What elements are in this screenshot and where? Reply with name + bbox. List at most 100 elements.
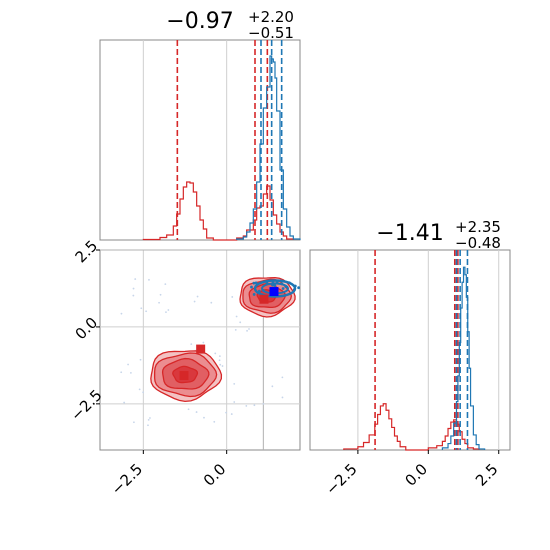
hist-series-1 (441, 266, 486, 450)
blue-sample-point (297, 286, 300, 290)
scatter-point (120, 371, 123, 374)
scatter-point (246, 329, 248, 332)
scatter-point (190, 343, 193, 346)
scatter-point (147, 418, 150, 421)
scatter-point (187, 408, 190, 411)
scatter-point (193, 300, 196, 303)
scatter-point (195, 411, 198, 413)
scatter-point (165, 311, 167, 314)
y-tick-label: 2.5 (72, 237, 102, 267)
scatter-point (149, 417, 151, 419)
y-tick-label: 0.0 (72, 314, 102, 344)
scatter-point (167, 309, 170, 311)
blue-sample-point (252, 281, 256, 285)
marginal-y-title: −1.41 (376, 221, 443, 246)
blue-sample-point (275, 280, 279, 284)
x-tick-label: 2.5 (472, 460, 502, 490)
marginal-y-frame (309, 249, 511, 451)
scatter-point (219, 363, 222, 366)
joint-grid (100, 249, 300, 450)
scatter-point (147, 424, 149, 427)
scatter-point (120, 312, 123, 315)
scatter-point (132, 294, 135, 297)
scatter-point (142, 391, 145, 394)
x-tick-label: −2.5 (108, 460, 146, 498)
scatter-point (164, 283, 167, 286)
scatter-point (138, 388, 141, 391)
scatter-point (221, 365, 224, 367)
marker-square-0 (179, 371, 189, 381)
marginal-x-title-upper: +2.20 (248, 8, 294, 26)
blue-sample-point (284, 285, 288, 288)
blue-sample-point (257, 289, 261, 293)
scatter-point (239, 321, 242, 324)
blue-sample-point (254, 281, 258, 285)
marginal-y-ticks: −2.5 0.0 2.5 (322, 450, 502, 499)
scatter-point (139, 358, 142, 361)
scatter-point (127, 363, 130, 366)
blue-sample-point (252, 293, 256, 296)
scatter-point (202, 341, 205, 344)
scatter-point (134, 278, 137, 280)
scatter-point (248, 328, 250, 330)
scatter-point (213, 420, 216, 423)
blue-sample-point (250, 285, 253, 289)
scatter-point (133, 421, 135, 424)
marginal-x-grid (142, 40, 228, 240)
blue-sample-point (281, 287, 285, 290)
scatter-point (129, 371, 132, 374)
marginal-y-title-upper: +2.35 (455, 218, 501, 236)
joint-marks (120, 277, 300, 427)
scatter-point (214, 352, 217, 355)
marginal-y-title-value: −1.41 (376, 221, 443, 246)
hist-series-1 (236, 55, 301, 240)
x-tick-label: 0.0 (200, 460, 230, 490)
marginal-y-panel: −2.5 0.0 2.5 −1.41 +2.35 −0.48 (309, 218, 511, 499)
scatter-point (158, 301, 160, 304)
scatter-point (230, 413, 233, 415)
scatter-point (245, 405, 248, 407)
scatter-point (123, 401, 126, 404)
marker-square-3 (269, 287, 279, 297)
scatter-point (196, 295, 199, 298)
blue-sample-point (280, 282, 284, 286)
blue-sample-point (265, 281, 269, 284)
joint-panel: −2.5 0.02.50.0−2.5 (67, 237, 301, 499)
blue-sample-point (273, 284, 277, 288)
marginal-x-marks (142, 40, 301, 241)
scatter-point (148, 278, 150, 281)
scatter-point (233, 401, 236, 403)
scatter-point (218, 355, 221, 358)
x-tick-label: 0.0 (402, 460, 432, 490)
scatter-point (225, 411, 227, 414)
marker-square-2 (259, 294, 269, 304)
blue-sample-point (293, 284, 297, 288)
scatter-point (145, 310, 148, 313)
scatter-point (210, 301, 213, 304)
marginal-y-title-lower: −0.48 (455, 234, 501, 252)
marginal-x-title: −0.97 (166, 9, 233, 34)
scatter-point (140, 307, 143, 310)
marginal-x-title-value: −0.97 (166, 9, 233, 34)
blue-sample-point (292, 288, 296, 292)
scatter-point (262, 402, 265, 405)
scatter-point (253, 404, 256, 407)
marginal-x-title-lower: −0.51 (248, 24, 294, 42)
scatter-point (234, 328, 237, 331)
scatter-point (231, 296, 234, 298)
scatter-point (271, 385, 274, 388)
scatter-point (235, 315, 238, 318)
marker-square-1 (196, 344, 206, 354)
scatter-point (281, 376, 284, 379)
blue-sample-point (271, 283, 274, 287)
marginal-y-grid (357, 250, 500, 450)
blue-sample-point (271, 280, 275, 284)
hist-series-0 (142, 181, 294, 241)
blue-sample-point (287, 281, 291, 285)
scatter-point (203, 416, 205, 419)
x-tick-label: −2.5 (322, 460, 360, 498)
marginal-x-panel: −0.97 +2.20 −0.51 (99, 8, 301, 241)
scatter-point (233, 383, 236, 385)
scatter-point (159, 293, 162, 296)
